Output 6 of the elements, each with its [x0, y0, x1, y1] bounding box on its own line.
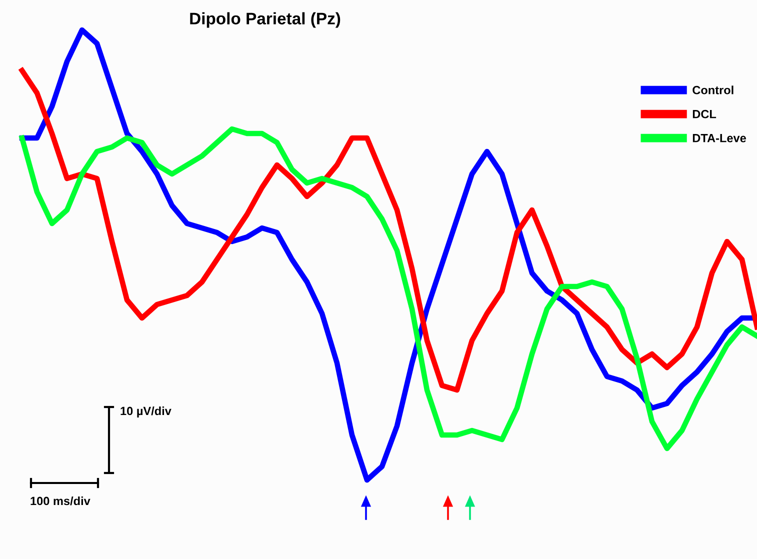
text: 100 ms/div	[30, 496, 90, 506]
legend-label: DTA-Leve	[692, 134, 746, 142]
legend-label: Control	[692, 86, 734, 94]
annotation: 10 µV/div	[120, 406, 172, 418]
legend-label: DCL	[692, 110, 716, 118]
chart-title: Dipolo Parietal (Pz)	[190, 12, 340, 28]
